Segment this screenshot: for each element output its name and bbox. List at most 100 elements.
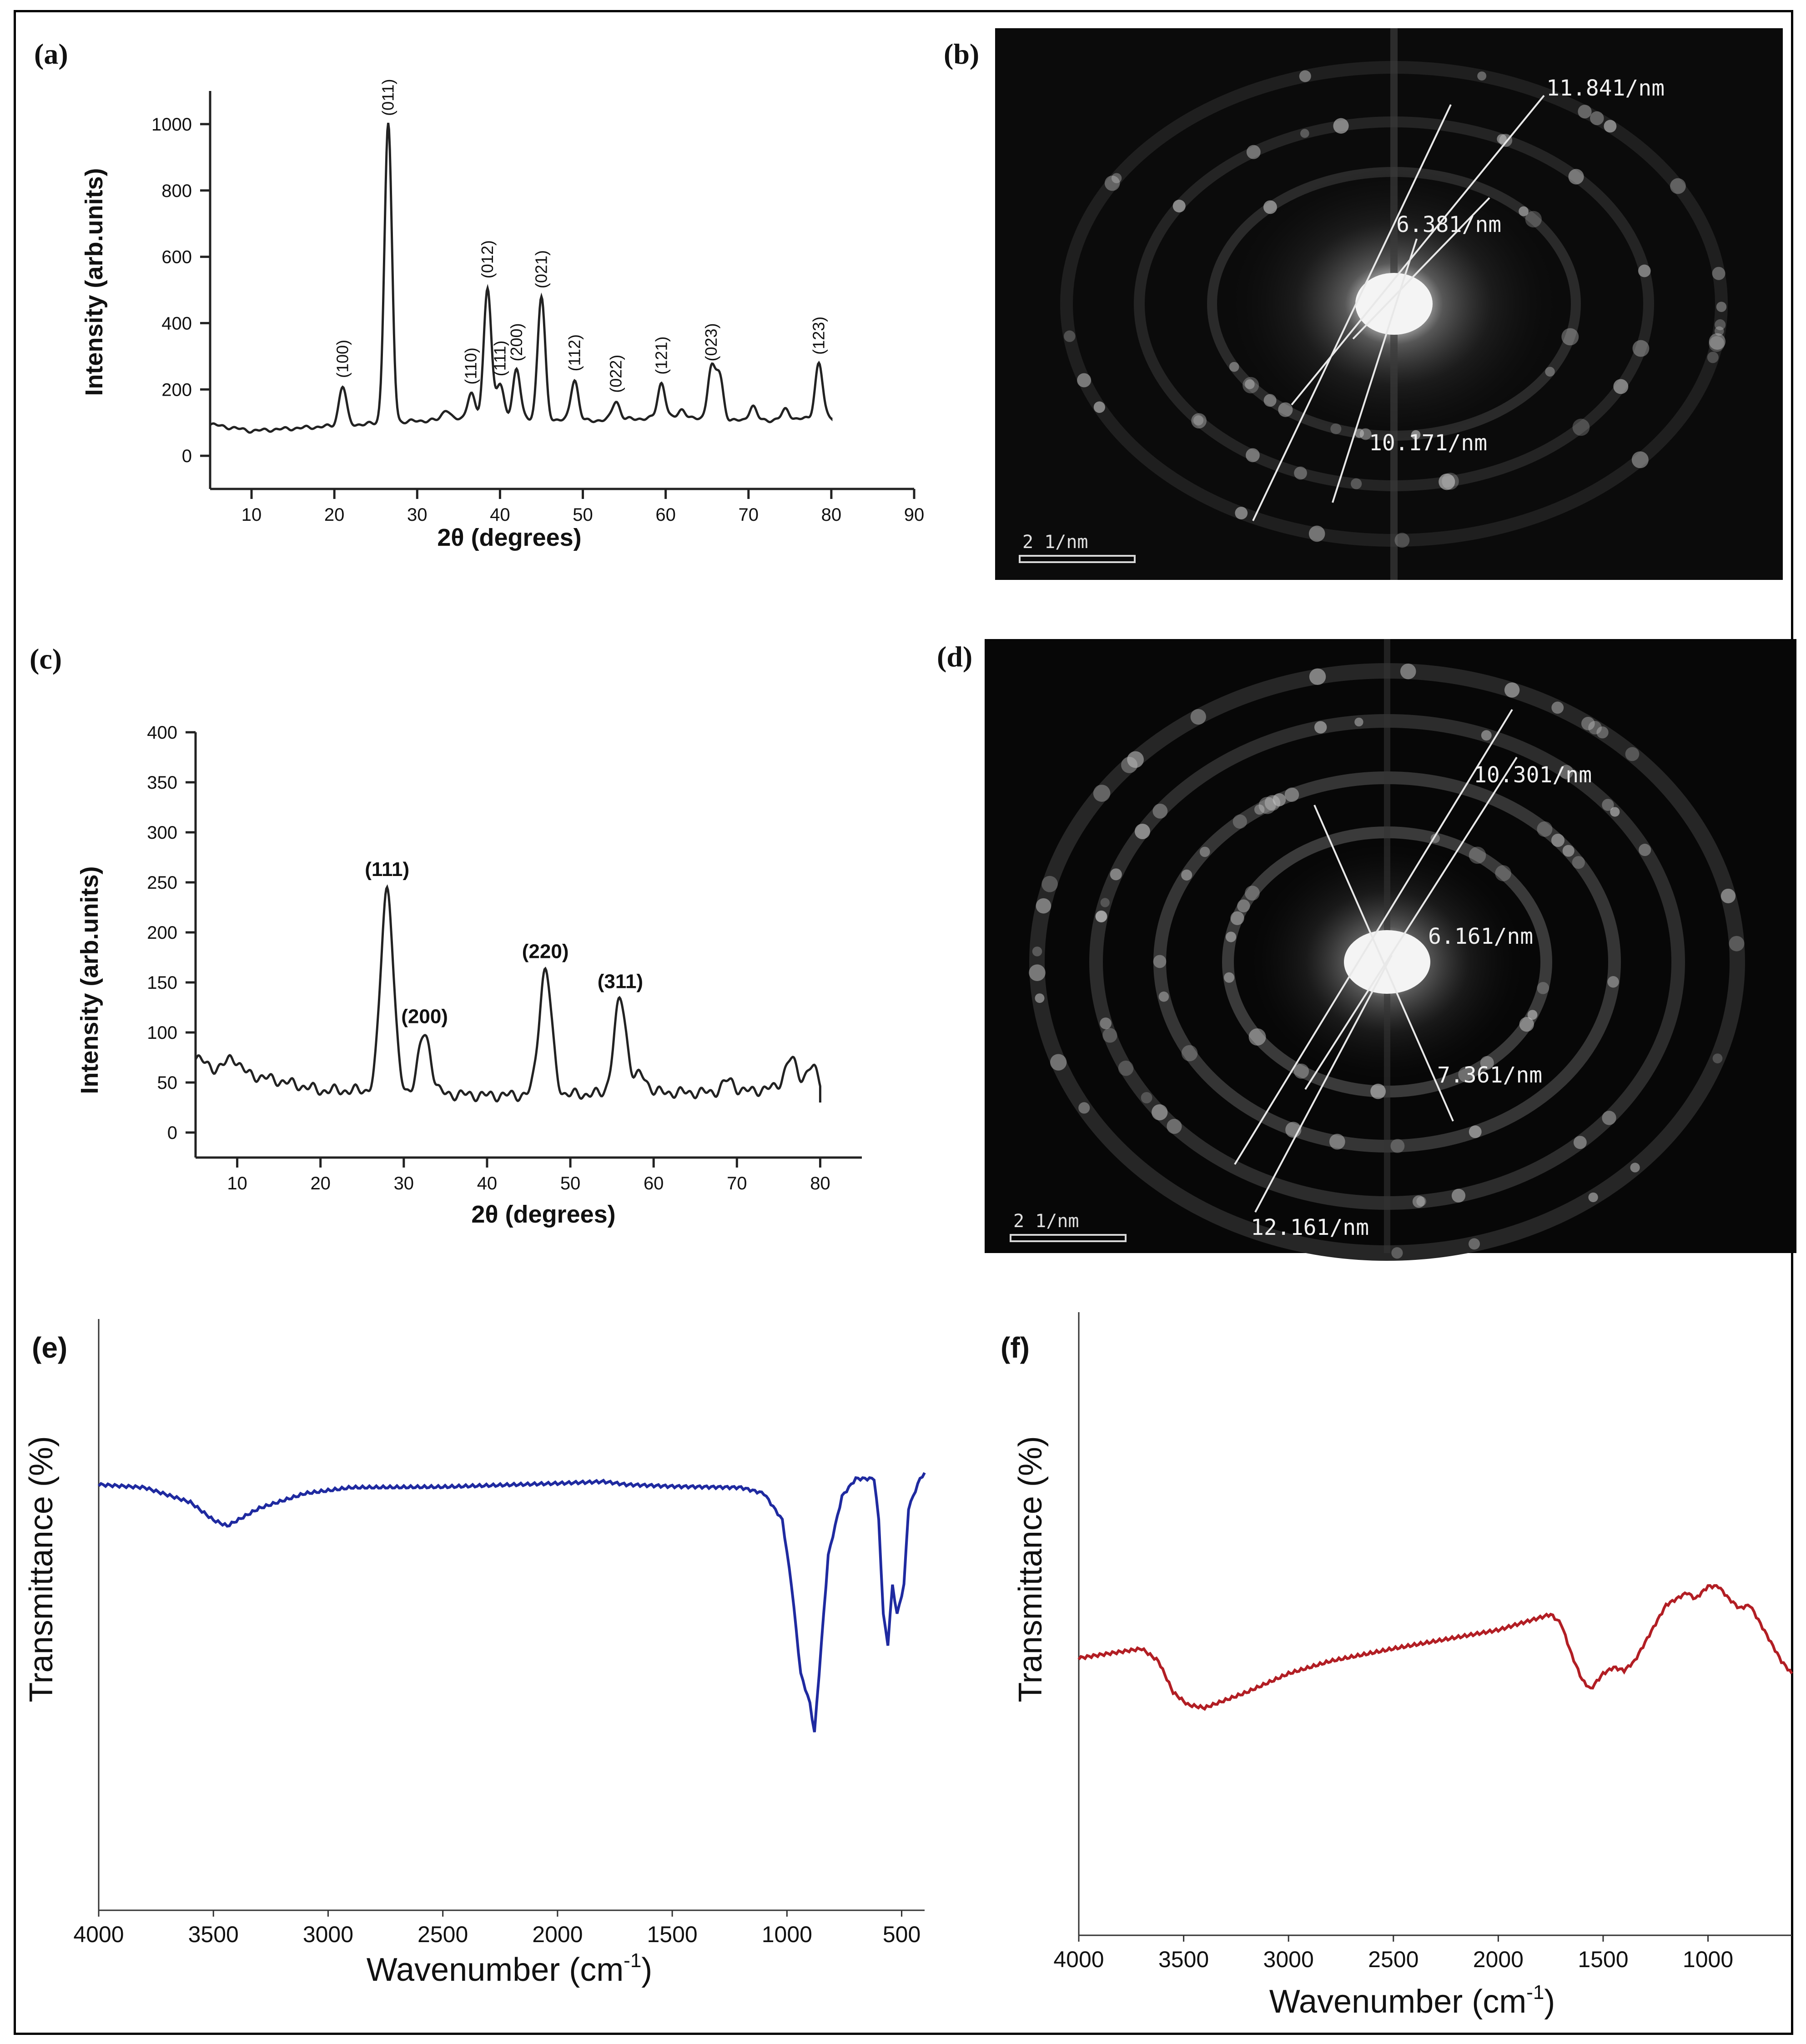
x-tick-label: 10: [241, 505, 262, 525]
y-tick-label: 150: [147, 973, 177, 993]
y-tick-label: 250: [147, 873, 177, 893]
saed-b-scale-bar: [1019, 555, 1136, 563]
diffraction-spot: [1036, 898, 1051, 914]
chart-e-ticks: 4000 3500 3000 2500 2000 1500 1000 500: [73, 1910, 921, 1947]
y-tick-label: 100: [147, 1023, 177, 1043]
chart-c-peak-labels: (111) (200) (220) (311): [365, 858, 643, 1027]
y-tick-label: 400: [147, 723, 177, 743]
x-tick-label: 4000: [73, 1922, 124, 1947]
chart-e-ftir-line: [97, 1472, 926, 1732]
x-tick-label: 20: [310, 1173, 331, 1193]
diffraction-spot: [1573, 1136, 1587, 1149]
diffraction-spot: [1254, 804, 1265, 815]
diffraction-spot: [1100, 898, 1110, 907]
chart-a-x-label: 2θ (degrees): [437, 524, 581, 551]
diffraction-spot: [1167, 1118, 1182, 1134]
diffraction-spot: [1263, 200, 1277, 214]
diffraction-spot: [1590, 111, 1604, 126]
diffraction-spot: [1093, 401, 1106, 413]
diffraction-spot: [1495, 865, 1511, 881]
diffraction-spot: [1153, 955, 1167, 968]
panel-label-a: (a): [34, 38, 68, 70]
diffraction-spot: [1243, 377, 1259, 393]
diffraction-spot: [1707, 352, 1719, 363]
diffraction-spot: [1104, 176, 1120, 191]
x-tick-label: 1000: [762, 1922, 812, 1947]
diffraction-spot: [1537, 821, 1553, 837]
peak-label: (100): [333, 340, 352, 378]
diffraction-spot: [1029, 964, 1046, 981]
peak-label: (121): [652, 337, 671, 375]
diffraction-spot: [1230, 911, 1244, 925]
diffraction-spot: [1333, 118, 1349, 134]
diffraction-spot: [1354, 717, 1363, 727]
x-tick-label: 3000: [1263, 1947, 1314, 1972]
x-tick-label: 500: [883, 1922, 921, 1947]
diffraction-spot: [1300, 129, 1309, 138]
x-tick-label: 40: [490, 505, 510, 525]
diffraction-spot: [1284, 787, 1299, 802]
diffraction-spot: [1630, 1163, 1640, 1173]
diffraction-spot: [1193, 415, 1204, 426]
y-tick-label: 300: [147, 823, 177, 843]
x-tick-label: 80: [821, 505, 842, 525]
diffraction-spot: [1504, 682, 1520, 698]
x-tick-label: 40: [477, 1173, 498, 1193]
y-tick-label: 0: [167, 1123, 177, 1143]
x-tick-label: 1500: [647, 1922, 697, 1947]
saed-d-measure-lines: [1234, 709, 1518, 1213]
diffraction-spot: [1248, 1028, 1266, 1046]
diffraction-spot: [1245, 886, 1260, 901]
diffraction-spot: [1412, 1195, 1425, 1208]
chart-c-y-label: Intensity (arb.units): [76, 866, 103, 1094]
diffraction-spot: [1709, 336, 1725, 352]
chart-a-ticks: 10 20 30 40 50 60 70 80 90 0 200 400 600 800 1000: [151, 115, 924, 525]
saed-image-b: (b) 11.841/nm 6.381/nm 10.171/nm 2 1/nm: [944, 28, 1783, 580]
chart-e-y-label: Transmittance (%): [23, 1436, 60, 1702]
chart-a-peak-labels: (100) (011) (110) (012) (111)(200) (021) (112)…: [333, 79, 828, 393]
x-tick-label: 10: [227, 1173, 247, 1193]
saed-d-scale-text: 2 1/nm: [1013, 1211, 1079, 1232]
saed-b-measure-lines: [1252, 95, 1545, 521]
saed-b-scale-text: 2 1/nm: [1022, 532, 1088, 553]
diffraction-spot: [1519, 1017, 1534, 1032]
diffraction-spot: [1158, 992, 1169, 1002]
diffraction-spot: [1299, 70, 1311, 82]
diffraction-spot: [1100, 1017, 1112, 1029]
chart-f-ticks: 4000 3500 3000 2500 2000 1500 1000: [1053, 1935, 1733, 1972]
diffraction-spot: [1226, 931, 1237, 942]
diffraction-spot: [1602, 799, 1614, 811]
diffraction-spot: [1480, 1056, 1494, 1070]
diffraction-spot: [1224, 972, 1235, 983]
diffraction-spot: [1102, 1028, 1117, 1043]
saed-b-label-2: 6.381/nm: [1396, 212, 1501, 237]
saed-b-center-spot: [1355, 273, 1433, 335]
diffraction-spot: [1237, 899, 1250, 913]
x-tick-label: 2500: [418, 1922, 468, 1947]
diffraction-spot: [1537, 982, 1549, 994]
diffraction-spot: [1631, 451, 1649, 468]
diffraction-spot: [1720, 888, 1736, 904]
diffraction-spot: [1229, 362, 1239, 372]
x-tick-label: 2000: [1473, 1947, 1524, 1972]
diffraction-spot: [1607, 976, 1619, 988]
y-tick-label: 50: [157, 1073, 178, 1093]
x-tick-label: 4000: [1053, 1947, 1104, 1972]
diffraction-spot: [1093, 785, 1111, 802]
x-tick-label: 70: [727, 1173, 747, 1193]
diffraction-spot: [1110, 868, 1122, 881]
diffraction-spot: [1604, 120, 1617, 133]
saed-d-label-4: 12.161/nm: [1251, 1215, 1369, 1240]
diffraction-spot: [1561, 328, 1579, 346]
saed-d-label-3: 7.361/nm: [1437, 1062, 1542, 1088]
diffraction-spot: [1095, 910, 1107, 922]
saed-d-label-2: 6.161/nm: [1428, 924, 1533, 949]
diffraction-spot: [1610, 807, 1620, 817]
diffraction-spot: [1716, 302, 1727, 312]
xrd-chart-a: (a) 10 20 30 40 50 60 70 80 9002004006008001000 …: [34, 38, 924, 551]
diffraction-spot: [1411, 430, 1421, 440]
diffraction-spot: [1264, 795, 1281, 811]
diffraction-spot: [1588, 1192, 1598, 1203]
diffraction-spot: [1390, 1139, 1405, 1153]
diffraction-spot: [1032, 946, 1042, 957]
